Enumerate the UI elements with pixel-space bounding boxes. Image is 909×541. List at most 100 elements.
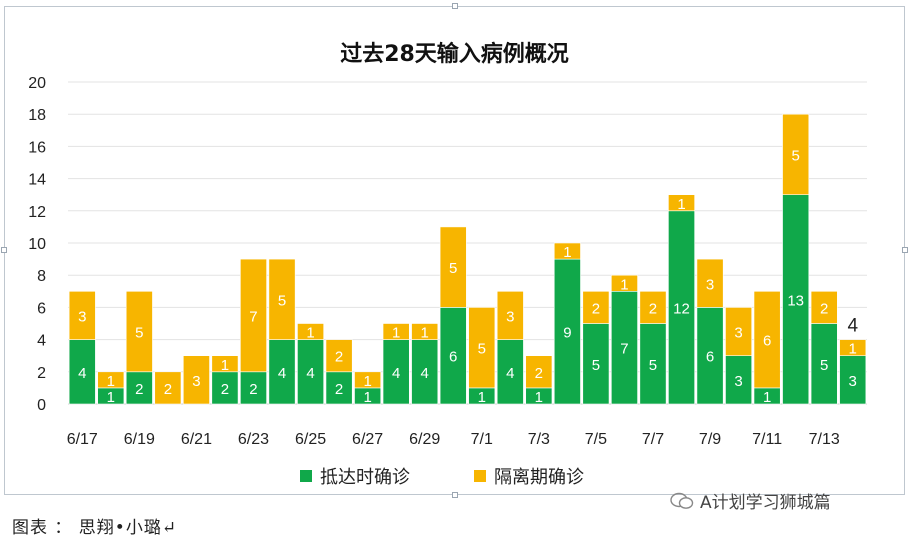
data-label-arrival: 2 — [335, 381, 343, 398]
data-label-arrival: 5 — [649, 357, 657, 374]
resize-handle-left[interactable] — [1, 247, 7, 253]
bar-quarantine — [753, 290, 781, 389]
bar-quarantine — [297, 323, 324, 340]
data-label-arrival: 4 — [506, 365, 514, 382]
bar-arrival — [668, 210, 695, 405]
bar-arrival — [211, 371, 239, 405]
bar-quarantine — [154, 371, 182, 405]
data-label-arrival: 13 — [787, 292, 804, 309]
resize-handle-right[interactable] — [902, 247, 908, 253]
data-label-quarantine: 2 — [335, 349, 343, 366]
bar-quarantine — [325, 339, 353, 373]
bar-quarantine — [696, 258, 724, 308]
x-tick-label: 7/3 — [528, 431, 550, 448]
data-label-quarantine: 3 — [192, 373, 200, 390]
data-label-quarantine: 5 — [791, 147, 799, 164]
y-tick-label: 12 — [28, 204, 46, 221]
bar-quarantine — [553, 242, 581, 260]
data-label-quarantine: 6 — [763, 333, 771, 350]
bar-quarantine — [97, 371, 125, 389]
data-label-arrival: 2 — [221, 381, 229, 398]
bar-quarantine — [525, 355, 553, 389]
y-tick-label: 4 — [37, 333, 46, 350]
data-label-quarantine: 3 — [78, 308, 86, 325]
y-tick-label: 8 — [37, 268, 46, 285]
data-label-arrival: 4 — [278, 365, 286, 382]
x-tick-label: 7/1 — [471, 431, 493, 448]
y-tick-label: 0 — [37, 397, 46, 414]
data-label-quarantine: 1 — [849, 341, 857, 358]
bar-quarantine — [582, 290, 610, 324]
bar-arrival — [553, 258, 581, 405]
data-label-quarantine: 3 — [506, 308, 514, 325]
x-tick-label: 7/5 — [585, 431, 607, 448]
data-label-arrival: 3 — [734, 373, 742, 390]
data-label-arrival: 9 — [563, 325, 571, 342]
bar-arrival — [582, 323, 610, 405]
data-label-arrival: 1 — [763, 389, 771, 406]
y-tick-label: 10 — [28, 236, 46, 253]
legend-item-quarantine: 隔离期确诊 — [474, 463, 584, 489]
data-label-quarantine: 5 — [449, 260, 457, 277]
data-label-quarantine: 1 — [421, 325, 429, 342]
data-label-quarantine: 3 — [734, 325, 742, 342]
data-label-quarantine: 1 — [392, 325, 400, 342]
y-tick-label: 16 — [28, 139, 46, 156]
bar-arrival — [496, 339, 524, 405]
legend-item-arrival: 抵达时确诊 — [300, 463, 410, 489]
bar-quarantine — [439, 226, 467, 308]
legend-swatch-arrival — [300, 470, 312, 482]
x-tick-label: 6/19 — [124, 431, 155, 448]
resize-handle-top[interactable] — [452, 3, 458, 9]
data-label-arrival: 7 — [620, 341, 628, 358]
caption: 图表 ： 思翔•小璐↵ — [12, 518, 178, 538]
data-label-arrival: 1 — [363, 389, 371, 406]
data-label-arrival: 4 — [392, 365, 400, 382]
bar-arrival — [411, 339, 439, 405]
x-tick-label: 7/11 — [752, 431, 782, 448]
bar-quarantine — [668, 194, 695, 212]
data-label-quarantine: 1 — [221, 357, 229, 374]
data-label-arrival: 4 — [78, 365, 86, 382]
bar-arrival — [725, 355, 753, 405]
data-label-quarantine: 5 — [478, 341, 486, 358]
resize-handle-bottom[interactable] — [452, 492, 458, 498]
bar-quarantine — [496, 290, 524, 340]
data-label-arrival: 2 — [135, 381, 143, 398]
bar-arrival — [611, 290, 638, 405]
data-label-quarantine: 2 — [820, 300, 828, 317]
bar-quarantine — [611, 274, 638, 292]
data-label-quarantine: 5 — [278, 292, 286, 309]
data-label-arrival: 12 — [673, 300, 690, 317]
bar-quarantine — [411, 323, 439, 340]
data-label-arrival: 1 — [535, 389, 543, 406]
watermark: A计划学习狮城篇 — [670, 488, 831, 513]
data-label-arrival: 4 — [421, 365, 429, 382]
bar-quarantine — [725, 307, 753, 356]
x-tick-label: 6/23 — [238, 431, 269, 448]
legend-label-quarantine: 隔离期确诊 — [494, 467, 584, 488]
bar-quarantine — [468, 307, 496, 389]
y-tick-label: 14 — [28, 172, 46, 189]
y-tick-label: 6 — [37, 300, 46, 317]
data-label-quarantine: 1 — [107, 373, 115, 390]
bar-arrival — [240, 371, 267, 405]
bar-arrival — [325, 371, 353, 405]
bar-arrival — [439, 307, 467, 405]
x-tick-label: 6/21 — [181, 431, 212, 448]
bar-quarantine — [810, 290, 838, 324]
data-label-arrival: 6 — [706, 349, 714, 366]
data-label-quarantine: 1 — [363, 373, 371, 390]
data-label-quarantine: 2 — [592, 300, 600, 317]
legend: 抵达时确诊 隔离期确诊 — [300, 463, 584, 489]
total-label: 4 — [847, 316, 858, 337]
data-label-arrival: 6 — [449, 349, 457, 366]
data-label-arrival: 3 — [849, 373, 857, 390]
bar-arrival — [268, 339, 296, 405]
data-label-arrival: 1 — [478, 389, 486, 406]
data-label-quarantine: 7 — [249, 308, 257, 325]
data-label-quarantine: 3 — [706, 276, 714, 293]
x-tick-label: 6/29 — [409, 431, 440, 448]
x-tick-label: 6/27 — [352, 431, 383, 448]
legend-swatch-quarantine — [474, 470, 486, 482]
